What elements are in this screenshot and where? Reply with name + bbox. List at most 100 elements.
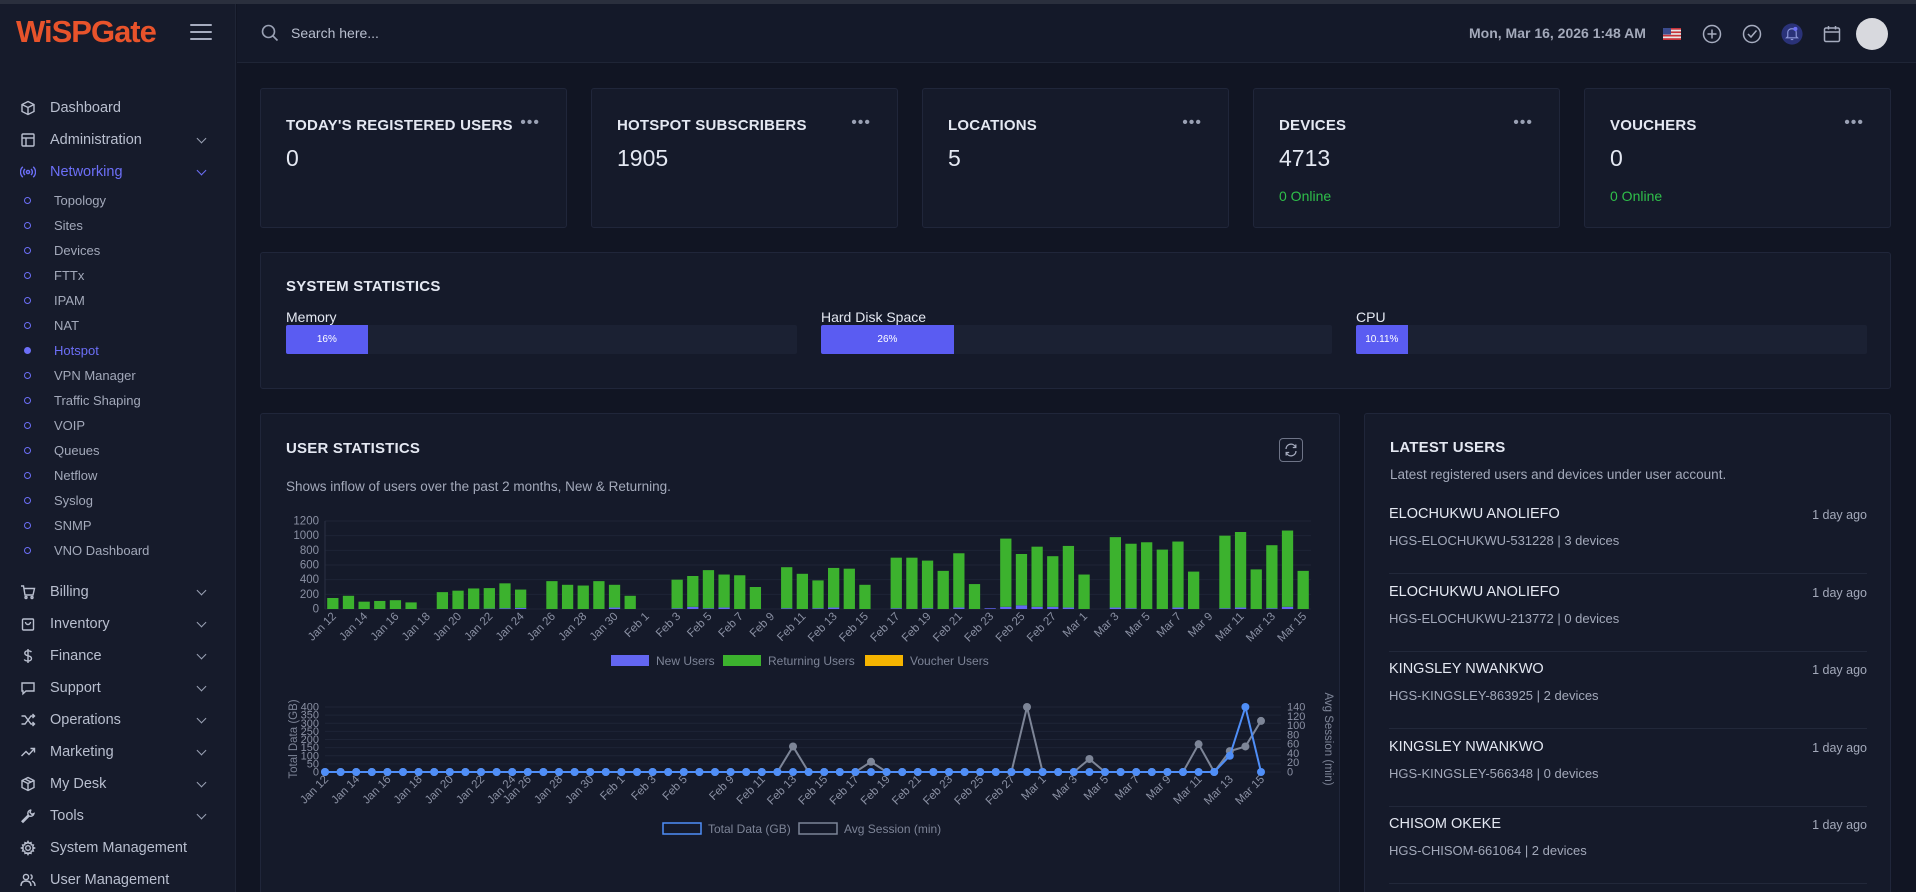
notifications-button[interactable] [1781, 23, 1803, 45]
menu-toggle-button[interactable] [190, 24, 212, 42]
data-point[interactable] [1085, 768, 1094, 776]
logo[interactable]: WiSPGate [16, 10, 157, 54]
bar-new-users[interactable] [1015, 605, 1028, 609]
data-point[interactable] [789, 768, 797, 776]
bar-new-users[interactable] [984, 608, 996, 609]
legend-swatch[interactable] [723, 655, 761, 666]
data-point[interactable] [1023, 703, 1031, 711]
data-point[interactable] [913, 768, 922, 776]
legend-label[interactable]: Returning Users [768, 654, 855, 668]
bar-returning-users[interactable] [1219, 535, 1231, 609]
data-point[interactable] [1241, 742, 1250, 751]
data-point[interactable] [492, 768, 501, 776]
bar-returning-users[interactable] [358, 601, 370, 609]
bar-returning-users[interactable] [608, 584, 621, 608]
sidebar-subitem-vno-dashboard[interactable]: VNO Dashboard [0, 538, 236, 563]
data-point[interactable] [367, 768, 376, 776]
data-point[interactable] [601, 768, 610, 776]
data-point[interactable] [508, 768, 517, 776]
more-options-icon[interactable]: ••• [851, 114, 871, 131]
bar-new-users[interactable] [1109, 607, 1121, 609]
bar-returning-users[interactable] [499, 583, 511, 609]
bar-new-users[interactable] [1000, 606, 1012, 609]
data-point[interactable] [898, 768, 907, 776]
legend-swatch[interactable] [865, 655, 903, 666]
bar-returning-users[interactable] [593, 581, 605, 609]
data-point[interactable] [445, 768, 454, 776]
list-item[interactable]: KINGSLEY NWANKWO 1 day ago HGS-KINGSLEY-… [1389, 731, 1867, 807]
data-point[interactable] [929, 768, 938, 776]
sidebar-subitem-devices[interactable]: Devices [0, 238, 236, 263]
data-point[interactable] [570, 768, 579, 776]
bar-returning-users[interactable] [921, 560, 934, 609]
bar-returning-users[interactable] [389, 600, 402, 609]
data-point[interactable] [976, 768, 985, 776]
bar-returning-users[interactable] [577, 585, 589, 609]
bar-returning-users[interactable] [452, 590, 464, 609]
bar-new-users[interactable] [1219, 608, 1231, 609]
data-point[interactable] [321, 768, 329, 776]
bar-new-users[interactable] [781, 608, 793, 609]
sidebar-item-user-management[interactable]: User Management [0, 864, 236, 892]
bar-returning-users[interactable] [436, 592, 449, 609]
data-point[interactable] [1147, 768, 1156, 776]
add-button[interactable] [1701, 23, 1723, 45]
bar-returning-users[interactable] [968, 584, 981, 609]
data-point[interactable] [835, 768, 844, 776]
bar-returning-users[interactable] [1015, 554, 1028, 606]
sidebar-subitem-ipam[interactable]: IPAM [0, 288, 236, 313]
bar-new-users[interactable] [718, 607, 730, 609]
bar-new-users[interactable] [1125, 608, 1137, 609]
language-button[interactable] [1661, 23, 1683, 45]
data-point[interactable] [882, 768, 891, 776]
data-point[interactable] [1194, 768, 1203, 776]
bar-returning-users[interactable] [1250, 569, 1262, 609]
data-point[interactable] [336, 768, 345, 776]
bar-returning-users[interactable] [1297, 570, 1309, 609]
data-point[interactable] [1007, 768, 1016, 776]
data-point[interactable] [352, 768, 361, 776]
bar-new-users[interactable] [1062, 607, 1075, 609]
data-point[interactable] [789, 742, 797, 751]
bar-returning-users[interactable] [561, 584, 574, 609]
bar-returning-users[interactable] [702, 570, 715, 609]
bar-returning-users[interactable] [1031, 546, 1043, 607]
bar-returning-users[interactable] [1000, 538, 1012, 607]
data-point[interactable] [1225, 751, 1234, 760]
bar-new-users[interactable] [1031, 606, 1043, 609]
sidebar-subitem-snmp[interactable]: SNMP [0, 513, 236, 538]
sidebar-item-finance[interactable]: Finance [0, 640, 236, 672]
bar-returning-users[interactable] [718, 574, 730, 608]
sidebar-subitem-traffic-shaping[interactable]: Traffic Shaping [0, 388, 236, 413]
list-item[interactable]: ELOCHUKWU ANOLIEFO 1 day ago HGS-ELOCHUK… [1389, 498, 1867, 574]
data-point[interactable] [414, 768, 423, 776]
sidebar-subitem-hotspot[interactable]: Hotspot [0, 338, 236, 363]
bar-returning-users[interactable] [1125, 543, 1137, 609]
bar-new-users[interactable] [702, 608, 715, 609]
data-point[interactable] [1038, 768, 1047, 776]
avatar[interactable] [1856, 18, 1888, 50]
data-point[interactable] [1194, 740, 1203, 749]
sidebar-subitem-nat[interactable]: NAT [0, 313, 236, 338]
data-point[interactable] [523, 768, 532, 776]
bar-returning-users[interactable] [1156, 549, 1168, 609]
data-point[interactable] [773, 768, 782, 776]
bar-returning-users[interactable] [624, 595, 636, 609]
data-point[interactable] [757, 768, 766, 776]
sidebar-subitem-netflow[interactable]: Netflow [0, 463, 236, 488]
bar-new-users[interactable] [812, 608, 824, 609]
list-item[interactable]: KINGSLEY NWANKWO 1 day ago HGS-KINGSLEY-… [1389, 653, 1867, 729]
more-options-icon[interactable]: ••• [1844, 114, 1864, 131]
bar-new-users[interactable] [671, 608, 683, 609]
sidebar-item-system-management[interactable]: System Management [0, 832, 236, 864]
bar-returning-users[interactable] [781, 567, 793, 609]
bar-returning-users[interactable] [515, 589, 527, 608]
bar-new-users[interactable] [687, 606, 699, 609]
sidebar-item-my-desk[interactable]: My Desk [0, 768, 236, 800]
bar-returning-users[interactable] [953, 553, 965, 608]
bar-returning-users[interactable] [1141, 542, 1153, 609]
bar-returning-users[interactable] [1281, 530, 1294, 607]
legend-swatch[interactable] [611, 655, 649, 666]
legend-label[interactable]: Voucher Users [910, 654, 989, 668]
sidebar-subitem-vpn-manager[interactable]: VPN Manager [0, 363, 236, 388]
